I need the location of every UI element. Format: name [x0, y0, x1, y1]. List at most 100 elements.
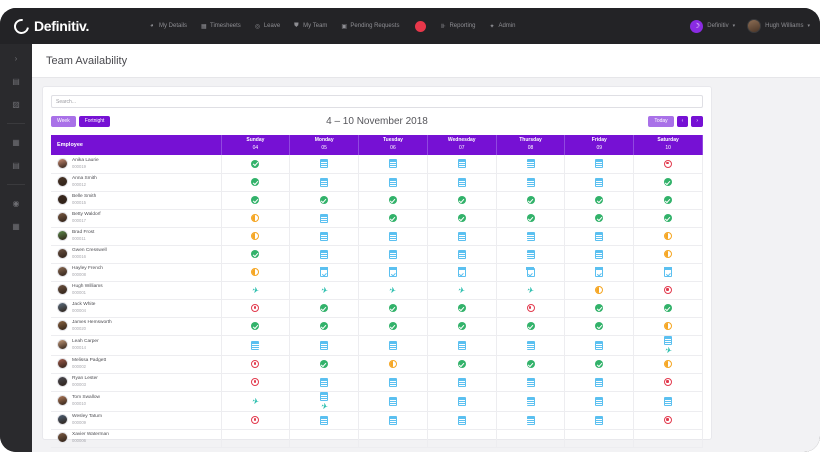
availability-cell[interactable] — [358, 355, 428, 374]
availability-cell[interactable]: ✈ — [221, 281, 291, 300]
availability-cell[interactable] — [564, 317, 635, 336]
availability-cell[interactable] — [289, 191, 360, 210]
employee-cell[interactable]: Gwen Cresswell 000016 — [51, 245, 222, 264]
availability-cell[interactable] — [564, 227, 635, 246]
employee-cell[interactable]: Brad Frost 000011 — [51, 227, 222, 246]
availability-cell[interactable]: ✈ — [496, 281, 566, 300]
availability-cell[interactable] — [427, 411, 497, 430]
availability-cell[interactable] — [427, 209, 497, 228]
availability-cell[interactable] — [496, 355, 566, 374]
availability-cell[interactable] — [496, 155, 566, 174]
availability-cell[interactable] — [289, 263, 360, 282]
prev-period-button[interactable]: ‹ — [676, 115, 689, 127]
availability-cell[interactable] — [564, 245, 635, 264]
sidebar-item-dashboard-icon[interactable]: ▤ — [12, 77, 20, 86]
nav-item-pending-requests[interactable]: ▣ Pending Requests — [341, 23, 399, 30]
availability-cell[interactable] — [496, 173, 566, 192]
availability-cell[interactable] — [289, 173, 360, 192]
availability-cell[interactable] — [221, 317, 291, 336]
employee-cell[interactable]: James Hemsworth 000020 — [51, 317, 222, 336]
availability-cell[interactable] — [358, 209, 428, 228]
next-period-button[interactable]: › — [691, 115, 703, 127]
availability-cell[interactable] — [221, 373, 291, 392]
availability-cell[interactable] — [633, 299, 703, 318]
nav-item-reporting[interactable]: ⊪ Reporting — [440, 23, 475, 30]
availability-cell[interactable] — [633, 281, 703, 300]
nav-item-leave[interactable]: ◎ Leave — [255, 23, 280, 30]
availability-cell[interactable] — [289, 209, 360, 228]
availability-cell[interactable] — [358, 391, 428, 412]
availability-cell[interactable]: ✈ — [289, 281, 360, 300]
sidebar-item-settings-icon[interactable]: ◉ — [12, 199, 20, 208]
availability-cell[interactable] — [289, 245, 360, 264]
sidebar-expand-icon[interactable]: › — [14, 54, 18, 63]
fortnight-button[interactable]: Fortnight — [78, 115, 111, 127]
nav-item-my-team[interactable]: ⛊ My Team — [294, 23, 327, 29]
availability-cell[interactable] — [358, 245, 428, 264]
availability-cell[interactable] — [427, 227, 497, 246]
availability-cell[interactable] — [358, 191, 428, 210]
sidebar-item-reports-icon[interactable]: ▨ — [12, 100, 20, 109]
availability-cell[interactable] — [564, 191, 635, 210]
availability-cell[interactable] — [221, 335, 291, 356]
availability-cell[interactable] — [427, 155, 497, 174]
nav-item-timesheets[interactable]: ▦ Timesheets — [201, 23, 241, 30]
availability-cell[interactable] — [289, 335, 360, 356]
week-button[interactable]: Week — [51, 115, 76, 127]
availability-cell[interactable] — [221, 263, 291, 282]
availability-cell[interactable] — [496, 191, 566, 210]
availability-cell[interactable] — [633, 411, 703, 430]
availability-cell[interactable] — [289, 227, 360, 246]
availability-cell[interactable] — [221, 429, 291, 448]
employee-cell[interactable]: Tom Swallow 000010 — [51, 391, 222, 412]
employee-cell[interactable]: Hayley French 000008 — [51, 263, 222, 282]
today-button[interactable]: Today — [648, 115, 674, 127]
availability-cell[interactable] — [221, 191, 291, 210]
availability-cell[interactable] — [496, 429, 566, 448]
availability-cell[interactable] — [564, 373, 635, 392]
sidebar-item-availability-icon[interactable]: ▦ — [12, 222, 20, 231]
availability-cell[interactable] — [427, 373, 497, 392]
availability-cell[interactable] — [633, 391, 703, 412]
availability-cell[interactable] — [221, 227, 291, 246]
availability-cell[interactable] — [633, 227, 703, 246]
availability-cell[interactable] — [633, 173, 703, 192]
availability-cell[interactable] — [564, 299, 635, 318]
availability-cell[interactable] — [633, 209, 703, 228]
availability-cell[interactable] — [221, 155, 291, 174]
availability-cell[interactable] — [496, 227, 566, 246]
sidebar-item-timesheets-icon[interactable]: ▤ — [12, 161, 20, 170]
availability-cell[interactable] — [289, 429, 360, 448]
availability-cell[interactable] — [496, 263, 566, 282]
availability-cell[interactable] — [633, 191, 703, 210]
employee-cell[interactable]: Anna Smith 000012 — [51, 173, 222, 192]
availability-cell[interactable] — [427, 355, 497, 374]
nav-item-admin[interactable]: ✦ Admin — [489, 23, 515, 30]
availability-cell[interactable] — [427, 191, 497, 210]
availability-cell[interactable] — [358, 373, 428, 392]
availability-cell[interactable] — [427, 263, 497, 282]
availability-cell[interactable] — [427, 245, 497, 264]
availability-cell[interactable] — [564, 209, 635, 228]
availability-cell[interactable]: ✈ — [633, 335, 703, 356]
availability-cell[interactable] — [289, 411, 360, 430]
user-menu[interactable]: Hugh Williams ▾ — [747, 19, 810, 33]
availability-cell[interactable] — [564, 429, 635, 448]
availability-cell[interactable] — [358, 411, 428, 430]
availability-cell[interactable] — [427, 391, 497, 412]
employee-cell[interactable]: Jack White 000004 — [51, 299, 222, 318]
availability-cell[interactable] — [358, 173, 428, 192]
availability-cell[interactable] — [496, 245, 566, 264]
availability-cell[interactable] — [221, 299, 291, 318]
availability-cell[interactable] — [564, 263, 635, 282]
availability-cell[interactable] — [358, 335, 428, 356]
availability-cell[interactable] — [427, 429, 497, 448]
availability-cell[interactable] — [496, 299, 566, 318]
availability-cell[interactable] — [496, 411, 566, 430]
availability-cell[interactable] — [496, 391, 566, 412]
availability-cell[interactable]: ✈ — [358, 281, 428, 300]
availability-cell[interactable] — [633, 245, 703, 264]
availability-cell[interactable] — [496, 317, 566, 336]
availability-cell[interactable] — [427, 335, 497, 356]
employee-cell[interactable]: Wesley Tatum 000009 — [51, 411, 222, 430]
